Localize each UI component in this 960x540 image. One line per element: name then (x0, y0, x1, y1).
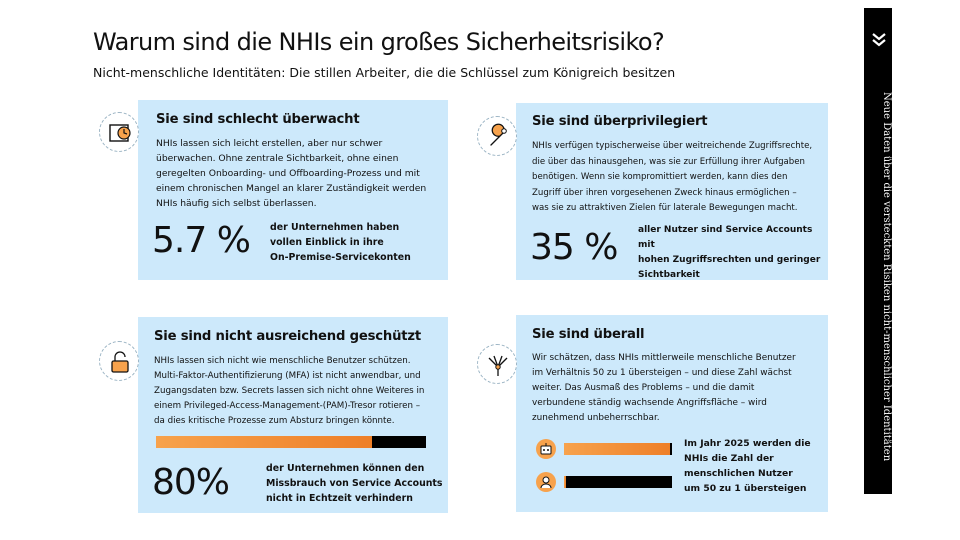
human-bar-fill (564, 476, 567, 488)
card-body: NHIs verfügen typischerweise über weitre… (532, 141, 813, 213)
double-chevron-down-icon[interactable] (866, 8, 892, 58)
page-title: Warum sind die NHIs ein großes Sicherhei… (93, 28, 665, 56)
card-body: Wir schätzen, dass NHIs mittlerweile men… (532, 353, 796, 423)
card-heading: Sie sind überprivilegiert (532, 114, 708, 129)
card-body: NHIs lassen sich leicht erstellen, aber … (156, 138, 427, 209)
card-privileged: Sie sind überprivilegiert NHIs verfügen … (516, 103, 828, 280)
network-fork-icon (477, 344, 517, 384)
stat-description: der Unternehmen haben vollen Einblick in… (270, 222, 411, 263)
person-icon (536, 472, 556, 492)
stat-description: der Unternehmen können den Missbrauch vo… (266, 463, 443, 504)
card-monitored: Sie sind schlecht überwacht NHIs lassen … (138, 100, 448, 280)
stat-value: 80% (152, 462, 230, 503)
card-protected: Sie sind nicht ausreichend geschützt NHI… (138, 317, 448, 513)
wrench-icon (477, 116, 517, 156)
sidebar (864, 8, 892, 494)
sidebar-title: Neue Daten über die versteckten Risiken … (881, 92, 892, 462)
unlocked-padlock-icon (99, 341, 139, 381)
nhi-bar (564, 443, 672, 455)
card-body: NHIs lassen sich nicht wie menschliche B… (154, 356, 425, 426)
nhi-bar-fill (564, 443, 670, 455)
stat-description: aller Nutzer sind Service Accounts mit h… (638, 225, 821, 280)
progress-bar-fill (156, 436, 372, 448)
robot-icon (536, 439, 556, 459)
progress-bar (156, 436, 426, 448)
stat-description: Im Jahr 2025 werden die NHIs die Zahl de… (684, 438, 811, 494)
stat-value: 5.7 % (152, 220, 251, 261)
card-heading: Sie sind überall (532, 327, 645, 342)
page-subtitle: Nicht-menschliche Identitäten: Die still… (93, 65, 676, 80)
monitor-clock-icon (99, 112, 139, 152)
human-bar (564, 476, 672, 488)
card-heading: Sie sind nicht ausreichend geschützt (154, 329, 421, 344)
card-heading: Sie sind schlecht überwacht (156, 112, 360, 127)
card-everywhere: Sie sind überall Wir schätzen, dass NHIs… (516, 315, 828, 512)
stat-value: 35 % (530, 227, 618, 268)
